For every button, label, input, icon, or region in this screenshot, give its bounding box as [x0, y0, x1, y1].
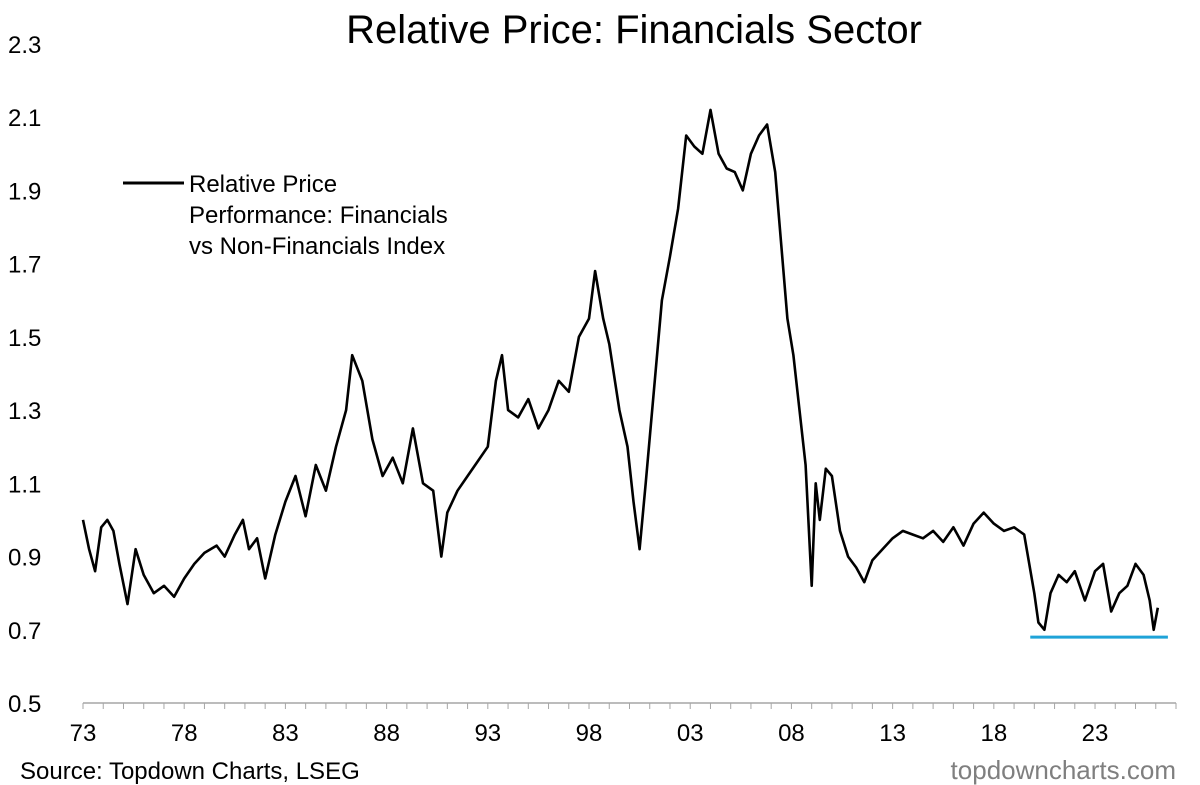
watermark: topdowncharts.com [951, 755, 1176, 785]
legend: Relative Price Performance: Financials vs … [123, 171, 448, 260]
y-tick-label: 1.9 [8, 178, 41, 205]
y-tick-label: 2.3 [8, 32, 41, 59]
legend-label: vs Non-Financials Index [189, 233, 445, 260]
legend-label: Performance: Financials [189, 202, 448, 229]
x-tick-label: 88 [373, 720, 400, 747]
x-tick-label: 83 [272, 720, 299, 747]
y-tick-label: 0.7 [8, 618, 41, 645]
y-tick-label: 0.5 [8, 691, 41, 718]
y-tick-label: 1.3 [8, 398, 41, 425]
x-tick-label: 98 [576, 720, 603, 747]
x-tick-label: 18 [980, 720, 1007, 747]
y-tick-label: 2.1 [8, 105, 41, 132]
y-tick-label: 1.5 [8, 325, 41, 352]
series-line [81, 108, 1160, 632]
y-tick-label: 1.1 [8, 471, 41, 498]
x-tick-label: 73 [70, 720, 97, 747]
x-tick-label: 13 [879, 720, 906, 747]
x-tick-label: 23 [1082, 720, 1109, 747]
x-tick-label: 08 [778, 720, 805, 747]
x-axis: 73 78 83 88 93 98 03 08 13 18 23 [70, 702, 1177, 747]
legend-label: Relative Price [189, 171, 337, 198]
y-axis: 0.5 0.7 0.9 1.1 1.3 1.5 1.7 1.9 2.1 2.3 [8, 32, 41, 718]
x-tick-label: 03 [677, 720, 704, 747]
y-tick-label: 0.9 [8, 545, 41, 572]
x-tick-label: 78 [171, 720, 198, 747]
plot-area [81, 108, 1168, 639]
chart-title: Relative Price: Financials Sector [346, 8, 922, 52]
source-note: Source: Topdown Charts, LSEG [20, 758, 360, 785]
x-tick-label: 93 [474, 720, 501, 747]
y-tick-label: 1.7 [8, 252, 41, 279]
